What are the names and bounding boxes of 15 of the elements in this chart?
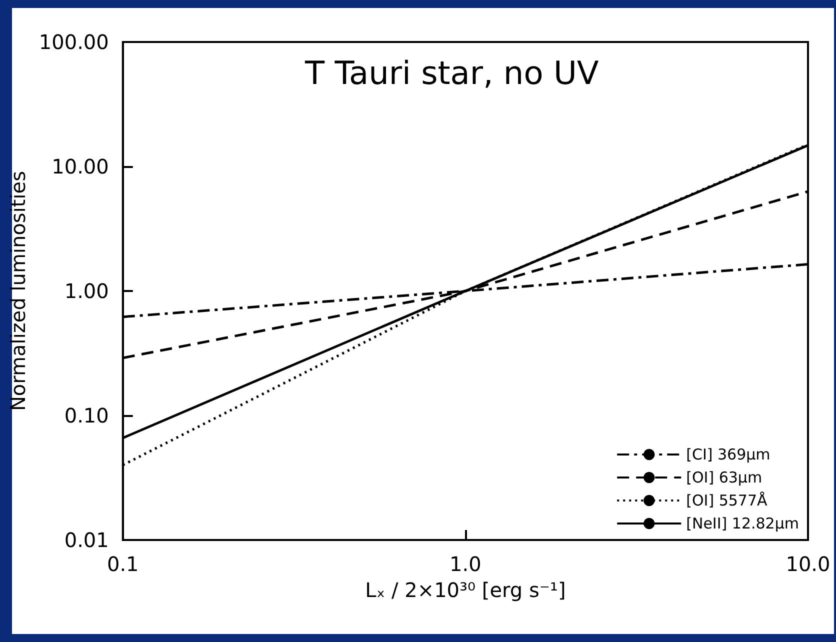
y-tick-label: 10.00 [52,154,109,178]
x-tick-label: 10.0 [786,552,830,576]
legend-label: [OI] 5577Å [686,492,768,510]
x-tick-label: 0.1 [106,552,139,576]
legend-label: [NeII] 12.82μm [686,514,800,532]
y-tick-label: 0.10 [64,404,109,428]
y-tick-label: 0.01 [64,528,109,552]
x-tick-label: 1.0 [450,552,482,576]
x-axis-title: Lₓ / 2×10³⁰ [erg s⁻¹] [365,578,566,602]
legend-label: [CI] 369μm [686,446,770,464]
y-tick-label: 1.00 [64,279,109,303]
y-axis-title: Normalized luminosities [6,170,30,412]
y-tick-label: 100.00 [38,30,109,54]
chart-title: T Tauri star, no UV [304,54,599,92]
legend-label: [OI] 63μm [686,468,762,486]
